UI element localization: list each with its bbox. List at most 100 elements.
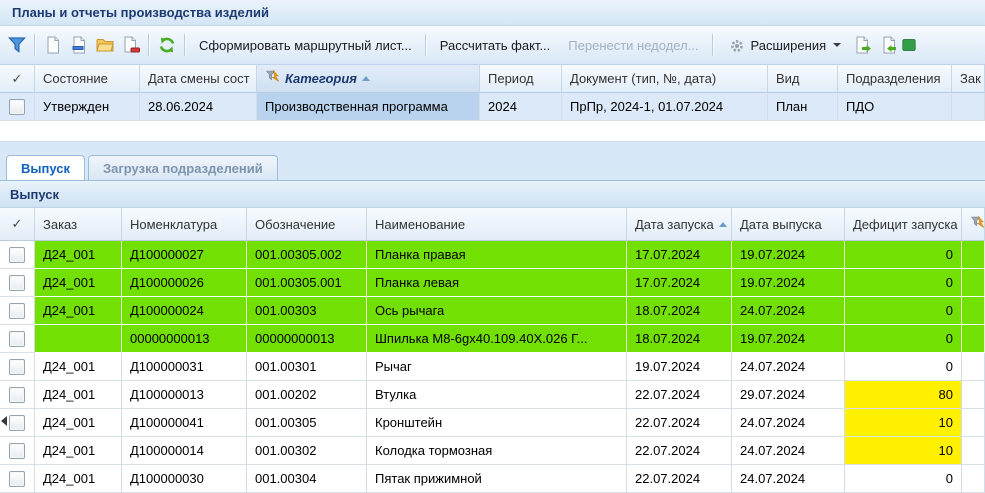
cell-release-date[interactable]: 19.07.2024 bbox=[732, 325, 845, 353]
cell-order[interactable]: Д24_001 bbox=[35, 465, 122, 493]
cell-extra[interactable] bbox=[962, 465, 985, 493]
cell-start-date[interactable]: 22.07.2024 bbox=[627, 381, 732, 409]
cell-name[interactable]: Ось рычага bbox=[367, 297, 627, 325]
cell-order[interactable]: Д24_001 bbox=[35, 269, 122, 297]
cell-name[interactable]: Рычаг bbox=[367, 353, 627, 381]
table-row[interactable]: Д24_001 Д100000026 001.00305.001 Планка лев… bbox=[0, 269, 985, 297]
cell-nomenclature[interactable]: Д100000030 bbox=[122, 465, 247, 493]
cell-deficit[interactable]: 80 bbox=[845, 381, 962, 409]
cell-name[interactable]: Планка правая bbox=[367, 241, 627, 269]
table-row[interactable]: Утвержден 28.06.2024 Производственная прог… bbox=[0, 93, 985, 121]
table-row[interactable]: 00000000013 00000000013 Шпилька М8-6gx40.1… bbox=[0, 325, 985, 353]
cell-designation[interactable]: 001.00305 bbox=[247, 409, 367, 437]
cell-nomenclature[interactable]: Д100000014 bbox=[122, 437, 247, 465]
import-document-icon[interactable] bbox=[876, 32, 902, 58]
cell-name[interactable]: Пятак прижимной bbox=[367, 465, 627, 493]
cell-start-date[interactable]: 17.07.2024 bbox=[627, 241, 732, 269]
column-header-8[interactable] bbox=[962, 208, 985, 241]
cell-start-date[interactable]: 18.07.2024 bbox=[627, 297, 732, 325]
cell-deficit[interactable]: 0 bbox=[845, 353, 962, 381]
checkbox-cell[interactable] bbox=[0, 269, 35, 297]
cell-category[interactable]: Производственная программа bbox=[257, 93, 480, 121]
cell-start-date[interactable]: 22.07.2024 bbox=[627, 437, 732, 465]
cell-extra[interactable] bbox=[962, 241, 985, 269]
generate-route-sheet-button[interactable]: Сформировать маршрутный лист... bbox=[199, 37, 412, 53]
cell-division[interactable]: ПДО bbox=[838, 93, 952, 121]
cell-start-date[interactable]: 17.07.2024 bbox=[627, 269, 732, 297]
cell-orders[interactable] bbox=[952, 93, 985, 121]
cell-nomenclature[interactable]: Д100000024 bbox=[122, 297, 247, 325]
export-document-icon[interactable] bbox=[850, 32, 876, 58]
cell-release-date[interactable]: 24.07.2024 bbox=[732, 409, 845, 437]
cell-name[interactable]: Кронштейн bbox=[367, 409, 627, 437]
cell-designation[interactable]: 001.00301 bbox=[247, 353, 367, 381]
excel-icon[interactable] bbox=[902, 32, 916, 58]
cell-order[interactable] bbox=[35, 325, 122, 353]
extensions-button[interactable]: Расширения bbox=[718, 31, 851, 59]
cell-extra[interactable] bbox=[962, 409, 985, 437]
checkbox-cell[interactable] bbox=[0, 93, 35, 121]
cell-deficit[interactable]: 10 bbox=[845, 437, 962, 465]
cell-deficit[interactable]: 0 bbox=[845, 465, 962, 493]
cell-designation[interactable]: 001.00304 bbox=[247, 465, 367, 493]
cell-extra[interactable] bbox=[962, 269, 985, 297]
table-row[interactable]: Д24_001 Д100000027 001.00305.002 Планка пра… bbox=[0, 241, 985, 269]
cell-state[interactable]: Утвержден bbox=[35, 93, 140, 121]
cell-order[interactable]: Д24_001 bbox=[35, 353, 122, 381]
table-row[interactable]: Д24_001 Д100000013 001.00202 Втулка 22.07.20… bbox=[0, 381, 985, 409]
checkbox-cell[interactable] bbox=[0, 325, 35, 353]
cell-nomenclature[interactable]: Д100000041 bbox=[122, 409, 247, 437]
cell-extra[interactable] bbox=[962, 325, 985, 353]
cell-kind[interactable]: План bbox=[768, 93, 838, 121]
cell-designation[interactable]: 001.00302 bbox=[247, 437, 367, 465]
cell-release-date[interactable]: 19.07.2024 bbox=[732, 241, 845, 269]
cell-release-date[interactable]: 24.07.2024 bbox=[732, 465, 845, 493]
column-header-8[interactable]: Зак bbox=[952, 65, 985, 93]
cell-designation[interactable]: 001.00303 bbox=[247, 297, 367, 325]
cell-release-date[interactable]: 24.07.2024 bbox=[732, 437, 845, 465]
cell-start-date[interactable]: 19.07.2024 bbox=[627, 353, 732, 381]
column-header-5[interactable]: Дата запуска bbox=[627, 208, 732, 241]
table-row[interactable]: Д24_001 Д100000014 001.00302 Колодка тормоз… bbox=[0, 437, 985, 465]
cell-start-date[interactable]: 18.07.2024 bbox=[627, 325, 732, 353]
column-header-3[interactable]: Обозначение bbox=[247, 208, 367, 241]
cell-release-date[interactable]: 24.07.2024 bbox=[732, 353, 845, 381]
column-header-0[interactable]: ✓ bbox=[0, 208, 35, 241]
calculate-fact-button[interactable]: Рассчитать факт... bbox=[439, 37, 551, 53]
cell-order[interactable]: Д24_001 bbox=[35, 437, 122, 465]
column-header-1[interactable]: Состояние bbox=[35, 65, 140, 93]
checkbox-cell[interactable] bbox=[0, 381, 35, 409]
cell-nomenclature[interactable]: Д100000027 bbox=[122, 241, 247, 269]
cell-extra[interactable] bbox=[962, 353, 985, 381]
cell-extra[interactable] bbox=[962, 381, 985, 409]
cell-deficit[interactable]: 10 bbox=[845, 409, 962, 437]
refresh-icon[interactable] bbox=[154, 32, 180, 58]
checkbox-cell[interactable] bbox=[0, 241, 35, 269]
row-checkbox[interactable] bbox=[9, 330, 25, 347]
row-checkbox[interactable] bbox=[9, 470, 25, 487]
tab-zagruzka-podrazdelenij[interactable]: Загрузка подразделений bbox=[88, 155, 278, 180]
cell-deficit[interactable]: 0 bbox=[845, 241, 962, 269]
cell-order[interactable]: Д24_001 bbox=[35, 297, 122, 325]
cell-document[interactable]: ПрПр, 2024-1, 01.07.2024 bbox=[562, 93, 768, 121]
transfer-backlog-button[interactable]: Перенести недодел... bbox=[568, 37, 699, 53]
cell-designation[interactable]: 001.00305.002 bbox=[247, 241, 367, 269]
column-header-6[interactable]: Вид bbox=[768, 65, 838, 93]
table-row[interactable]: Д24_001 Д100000030 001.00304 Пятак прижимно… bbox=[0, 465, 985, 493]
cell-nomenclature[interactable]: Д100000013 bbox=[122, 381, 247, 409]
delete-document-icon[interactable] bbox=[118, 32, 144, 58]
row-checkbox[interactable] bbox=[9, 302, 25, 319]
cell-period[interactable]: 2024 bbox=[480, 93, 562, 121]
checkbox-cell[interactable] bbox=[0, 465, 35, 493]
column-header-3[interactable]: Категория bbox=[257, 65, 480, 93]
cell-order[interactable]: Д24_001 bbox=[35, 409, 122, 437]
column-header-2[interactable]: Дата смены сост bbox=[140, 65, 257, 93]
checkbox-cell[interactable] bbox=[0, 297, 35, 325]
table-row[interactable]: Д24_001 Д100000024 001.00303 Ось рычага 18.0… bbox=[0, 297, 985, 325]
cell-name[interactable]: Колодка тормозная bbox=[367, 437, 627, 465]
cell-release-date[interactable]: 29.07.2024 bbox=[732, 381, 845, 409]
column-header-1[interactable]: Заказ bbox=[35, 208, 122, 241]
cell-deficit[interactable]: 0 bbox=[845, 297, 962, 325]
table-row[interactable]: Д24_001 Д100000031 001.00301 Рычаг 19.07.202… bbox=[0, 353, 985, 381]
cell-release-date[interactable]: 19.07.2024 bbox=[732, 269, 845, 297]
